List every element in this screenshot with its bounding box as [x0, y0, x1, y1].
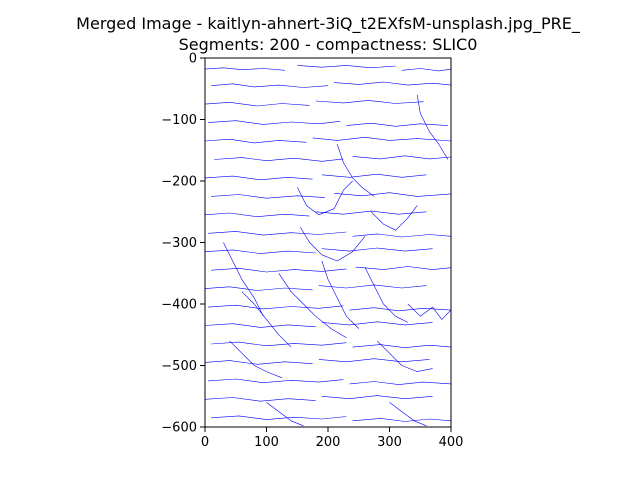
- boundary-line-5: [204, 102, 310, 107]
- boundary-line-26: [318, 284, 427, 289]
- boundary-line-14: [321, 173, 427, 178]
- boundary-line-8: [346, 122, 448, 127]
- boundary-line-52: [229, 340, 283, 379]
- boundary-line-43: [278, 273, 347, 339]
- boundary-line-10: [312, 137, 452, 142]
- boundary-line-15: [211, 194, 325, 199]
- boundary-line-30: [321, 321, 433, 326]
- boundary-line-0: [204, 67, 285, 71]
- boundary-line-38: [321, 395, 433, 400]
- y-tick-label--300: −300: [161, 236, 197, 251]
- y-tick-label-0: 0: [189, 52, 197, 67]
- boundary-line-3: [211, 83, 329, 88]
- x-tick-label-100: 100: [254, 435, 279, 450]
- y-tick-label--600: −600: [161, 421, 197, 436]
- boundary-line-11: [214, 157, 344, 162]
- boundary-line-7: [208, 120, 341, 125]
- segment-boundaries: [204, 65, 452, 427]
- boundary-line-44: [321, 260, 360, 329]
- boundary-line-24: [355, 266, 452, 270]
- boundary-line-12: [352, 155, 452, 160]
- boundary-line-50: [336, 144, 375, 197]
- boundary-line-25: [204, 286, 313, 291]
- boundary-line-4: [334, 81, 452, 86]
- boundary-line-42: [300, 226, 366, 262]
- boundary-line-29: [204, 323, 316, 328]
- boundary-line-31: [211, 341, 347, 347]
- boundary-line-51: [370, 205, 418, 231]
- boundary-line-19: [208, 231, 347, 236]
- y-tick-label--400: −400: [161, 298, 197, 313]
- boundary-line-49: [416, 94, 449, 160]
- x-tick-label-0: 0: [201, 435, 209, 450]
- boundary-line-54: [266, 402, 304, 427]
- boundary-line-21: [204, 249, 316, 254]
- boundary-line-33: [204, 360, 313, 365]
- x-axis: 0 100 200 300 400: [201, 427, 464, 450]
- y-axis: 0 −100 −200 −300 −400 −500 −600: [161, 52, 205, 436]
- boundary-line-23: [211, 267, 347, 273]
- boundary-line-55: [389, 402, 427, 427]
- boundary-line-35: [208, 378, 344, 384]
- x-tick-label-200: 200: [316, 435, 341, 450]
- boundary-line-32: [352, 344, 452, 349]
- boundary-line-40: [352, 418, 452, 422]
- boundary-line-46: [407, 303, 452, 320]
- x-tick-label-400: 400: [439, 435, 464, 450]
- boundary-line-2: [401, 68, 452, 72]
- boundary-line-20: [352, 233, 452, 238]
- chart-title: Merged Image - kaitlyn-ahnert-3iQ_t2EXfs…: [76, 14, 581, 34]
- boundary-line-18: [315, 210, 427, 215]
- boundary-line-17: [204, 212, 310, 217]
- boundary-line-27: [208, 304, 344, 310]
- boundary-line-47: [223, 242, 264, 317]
- boundary-line-13: [204, 175, 313, 181]
- y-tick-label--200: −200: [161, 175, 197, 190]
- y-tick-label--500: −500: [161, 359, 197, 374]
- boundary-line-48: [241, 291, 292, 348]
- boundary-line-16: [334, 192, 452, 197]
- boundary-line-6: [315, 100, 424, 104]
- boundary-line-39: [211, 415, 347, 420]
- boundary-line-45: [364, 266, 409, 323]
- boundary-line-28: [349, 307, 452, 312]
- boundary-line-22: [321, 247, 433, 252]
- boundary-line-41: [297, 180, 353, 216]
- y-tick-label--100: −100: [161, 113, 197, 128]
- boundary-line-34: [318, 358, 430, 363]
- boundary-line-53: [376, 340, 433, 372]
- boundary-line-1: [297, 65, 396, 69]
- chart-subtitle: Segments: 200 - compactness: SLIC0: [179, 35, 478, 54]
- boundary-line-9: [204, 138, 307, 144]
- x-tick-label-300: 300: [377, 435, 402, 450]
- boundary-line-36: [349, 381, 452, 385]
- boundary-line-37: [204, 397, 316, 402]
